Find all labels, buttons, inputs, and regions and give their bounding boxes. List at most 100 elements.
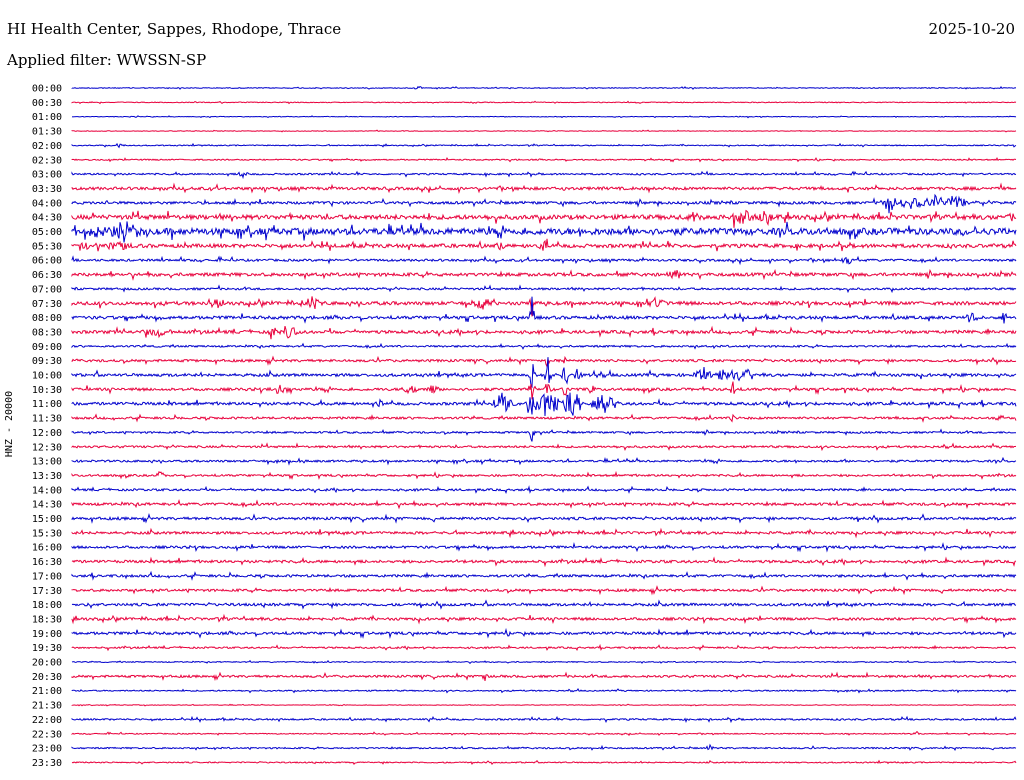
trace-line bbox=[71, 499, 1017, 510]
row-time-label: 04:30 bbox=[32, 213, 62, 224]
trace-line bbox=[71, 115, 1017, 119]
trace-line bbox=[71, 613, 1017, 625]
row-time-label: 20:30 bbox=[32, 672, 62, 683]
row-time-label: 13:00 bbox=[32, 457, 62, 468]
row-time-label: 21:00 bbox=[32, 686, 62, 697]
trace-line bbox=[71, 541, 1017, 553]
row-time-label: 02:00 bbox=[32, 141, 62, 152]
row-time-label: 11:00 bbox=[32, 399, 62, 410]
row-time-label: 14:30 bbox=[32, 500, 62, 511]
row-time-label: 18:30 bbox=[32, 614, 62, 625]
trace-line bbox=[71, 156, 1017, 163]
trace-line bbox=[71, 671, 1017, 682]
row-time-label: 07:00 bbox=[32, 284, 62, 295]
row-time-label: 22:30 bbox=[32, 729, 62, 740]
trace-line bbox=[71, 413, 1017, 423]
trace-line bbox=[71, 730, 1017, 737]
trace-line bbox=[71, 284, 1017, 294]
row-time-label: 06:00 bbox=[32, 256, 62, 267]
row-time-label: 03:30 bbox=[32, 184, 62, 195]
trace-line bbox=[71, 85, 1017, 90]
trace-line bbox=[71, 170, 1017, 180]
trace-line bbox=[71, 255, 1017, 266]
row-time-label: 05:30 bbox=[32, 241, 62, 252]
trace-line bbox=[71, 100, 1017, 105]
row-time-label: 18:00 bbox=[32, 600, 62, 611]
row-time-label: 07:30 bbox=[32, 299, 62, 310]
trace-line bbox=[71, 238, 1017, 252]
trace-line bbox=[71, 585, 1017, 596]
trace-line bbox=[71, 325, 1017, 340]
trace-line bbox=[71, 485, 1017, 494]
trace-line bbox=[71, 456, 1017, 466]
row-time-label: 22:00 bbox=[32, 715, 62, 726]
trace-line bbox=[71, 392, 1017, 417]
trace-line bbox=[71, 643, 1016, 652]
row-time-label: 19:30 bbox=[32, 643, 62, 654]
trace-line bbox=[71, 659, 1017, 665]
row-time-label: 11:30 bbox=[32, 414, 62, 425]
trace-line bbox=[71, 381, 1017, 400]
row-time-label: 00:30 bbox=[32, 98, 62, 109]
row-time-label: 17:30 bbox=[32, 586, 62, 597]
row-time-label: 08:30 bbox=[32, 327, 62, 338]
trace-line bbox=[71, 296, 1017, 317]
row-time-label: 09:00 bbox=[32, 342, 62, 353]
trace-line bbox=[71, 627, 1017, 639]
row-time-label: 19:00 bbox=[32, 629, 62, 640]
row-time-label: 20:00 bbox=[32, 658, 62, 669]
row-time-label: 00:00 bbox=[32, 84, 62, 95]
row-time-label: 14:00 bbox=[32, 485, 62, 496]
row-time-label: 12:00 bbox=[32, 428, 62, 439]
row-time-label: 05:00 bbox=[32, 227, 62, 238]
row-time-label: 15:30 bbox=[32, 528, 62, 539]
trace-line bbox=[71, 442, 1017, 452]
trace-line bbox=[71, 470, 1017, 480]
trace-line bbox=[71, 428, 1017, 442]
trace-line bbox=[71, 268, 1017, 281]
trace-line bbox=[71, 342, 1017, 350]
row-time-label: 01:30 bbox=[32, 127, 62, 138]
trace-line bbox=[71, 296, 1017, 324]
row-time-label: 08:00 bbox=[32, 313, 62, 324]
trace-line bbox=[71, 193, 1017, 214]
row-time-label: 10:00 bbox=[32, 371, 62, 382]
row-time-label: 16:00 bbox=[32, 543, 62, 554]
trace-line bbox=[71, 759, 1017, 766]
trace-line bbox=[71, 688, 1017, 694]
row-time-label: 03:00 bbox=[32, 170, 62, 181]
trace-line bbox=[71, 599, 1017, 610]
row-time-label: 16:30 bbox=[32, 557, 62, 568]
row-time-label: 23:30 bbox=[32, 758, 62, 769]
row-time-label: 04:00 bbox=[32, 198, 62, 209]
trace-line bbox=[71, 129, 1017, 133]
row-time-label: 15:00 bbox=[32, 514, 62, 525]
trace-line bbox=[71, 355, 1017, 369]
row-time-label: 12:30 bbox=[32, 442, 62, 453]
station-title: HI Health Center, Sappes, Rhodope, Thrac… bbox=[7, 20, 342, 38]
trace-line bbox=[71, 556, 1017, 568]
trace-line bbox=[71, 715, 1017, 724]
trace-line bbox=[71, 142, 1017, 149]
trace-line bbox=[71, 703, 1016, 707]
trace-line bbox=[71, 570, 1017, 581]
trace-line bbox=[71, 743, 1017, 751]
row-time-label: 23:00 bbox=[32, 744, 62, 755]
trace-line bbox=[71, 357, 1017, 389]
row-time-label: 21:30 bbox=[32, 701, 62, 712]
filter-label: Applied filter: WWSSN-SP bbox=[7, 51, 207, 69]
row-time-label: 02:30 bbox=[32, 155, 62, 166]
row-time-label: 09:30 bbox=[32, 356, 62, 367]
trace-line bbox=[71, 209, 1017, 228]
plot-date: 2025-10-20 bbox=[928, 20, 1015, 38]
trace-line bbox=[71, 221, 1017, 243]
trace-line bbox=[71, 182, 1017, 195]
trace-line bbox=[71, 513, 1017, 524]
row-time-label: 01:00 bbox=[32, 112, 62, 123]
row-time-label: 17:00 bbox=[32, 571, 62, 582]
row-time-label: 06:30 bbox=[32, 270, 62, 281]
trace-line bbox=[71, 527, 1017, 539]
row-time-label: 10:30 bbox=[32, 385, 62, 396]
row-time-label: 13:30 bbox=[32, 471, 62, 482]
